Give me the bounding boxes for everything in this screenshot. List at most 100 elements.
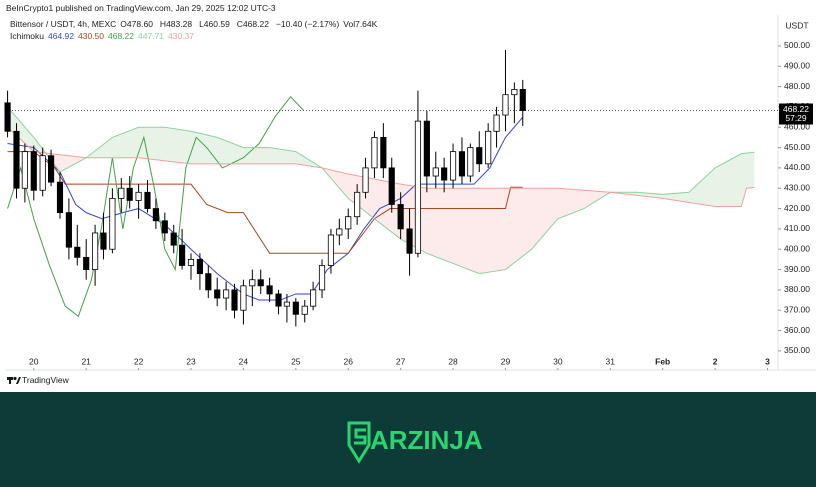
y-tick-label: 470.00: [784, 101, 810, 111]
x-tick-label: 25: [291, 356, 301, 366]
candle-body: [397, 204, 404, 230]
symbol-legend: Bittensor / USDT, 4h, MEXC O478.60 H483.28…: [10, 19, 385, 29]
y-tick-label: 480.00: [784, 81, 810, 91]
ohlc-value: 478.60: [126, 19, 153, 29]
candle-body: [432, 167, 439, 177]
x-tick-label: 29: [501, 356, 511, 366]
candle-body: [301, 305, 308, 315]
change: −10.40 (−2.17%): [275, 19, 340, 29]
volume: Vol7.64K: [343, 19, 381, 29]
volume-key: Vol: [343, 19, 356, 29]
x-tick-label: 27: [396, 356, 406, 366]
y-tick-label: 490.00: [784, 60, 810, 70]
ichimoku-line: [7, 95, 305, 318]
y-tick-label: 400.00: [784, 243, 810, 253]
candle-body: [406, 228, 413, 254]
ohlc-value: 460.59: [203, 19, 230, 29]
y-tick-label: 360.00: [784, 325, 810, 335]
indicator-value: 464.92: [48, 31, 75, 41]
ohlc-key: C: [236, 19, 243, 29]
y-tick-label: 430.00: [784, 182, 810, 192]
x-tick-label: 31: [606, 356, 616, 366]
ichimoku-line: [7, 151, 523, 254]
candle-body: [231, 289, 238, 311]
candle-body: [336, 228, 343, 236]
x-tick-label: 24: [239, 356, 249, 366]
candle-body: [240, 285, 247, 311]
candle-body: [126, 187, 133, 201]
candle-body: [327, 234, 335, 266]
candle-body: [161, 220, 168, 234]
x-tick-label: 3: [765, 356, 770, 366]
ohlc-key: H: [159, 19, 167, 29]
candle-body: [4, 102, 11, 132]
y-tick-label: 390.00: [784, 264, 810, 274]
candle-body: [109, 197, 116, 250]
ichimoku-line: [7, 116, 524, 301]
indicator-name: Ichimoku: [10, 31, 45, 41]
candle-body: [485, 130, 492, 165]
x-tick-label: 22: [134, 356, 144, 366]
candle-body: [283, 301, 290, 307]
indicator-value: 430.50: [78, 31, 105, 41]
candle-body: [511, 89, 518, 96]
candle-body: [423, 120, 430, 177]
candle-body: [214, 289, 221, 299]
x-tick-label: 20: [29, 356, 39, 366]
candle-body: [502, 94, 509, 116]
candle-body: [92, 232, 99, 270]
candle-body: [345, 216, 352, 230]
candle-body: [39, 155, 46, 191]
tv-name: TradingView: [22, 375, 70, 385]
candle-body: [249, 279, 256, 287]
candle-body: [83, 256, 90, 270]
symbol: Bittensor / USDT, 4h, MEXC: [10, 19, 117, 29]
y-tick-label: 500.00: [784, 40, 810, 50]
y-tick-label: 410.00: [784, 223, 810, 233]
cloud-fill-bull: [7, 106, 755, 207]
y-tick-label: 460.00: [784, 121, 810, 131]
candle-body: [179, 244, 186, 266]
x-tick-label: 30: [553, 356, 563, 366]
candle-body: [318, 265, 326, 291]
ohlc-item: C468.22: [237, 19, 273, 29]
candle-body: [493, 114, 500, 132]
candle-body: [371, 136, 378, 169]
candle-body: [476, 147, 483, 165]
y-tick-label: 370.00: [784, 304, 810, 314]
ohlc-key: L: [199, 19, 204, 29]
y-tick-label: 420.00: [784, 203, 810, 213]
last-price-label: 468.22: [783, 104, 809, 114]
x-tick-label: Feb: [655, 356, 670, 366]
indicator-value: 430.37: [168, 31, 195, 41]
candle-body: [449, 151, 457, 181]
x-tick-label: 2: [713, 356, 718, 366]
candle-body: [362, 167, 369, 193]
candle-body: [292, 301, 299, 315]
footer-logo: ARZINJA: [347, 421, 483, 464]
candle-body: [205, 273, 212, 291]
candle-body: [310, 289, 317, 307]
candle-body: [118, 187, 125, 199]
volume-value: 7.64K: [355, 19, 378, 29]
header-text: BeInCrypto1 published on TradingView.com…: [6, 3, 276, 13]
cloud-fill-bear: [7, 127, 755, 274]
candle-body: [196, 258, 203, 275]
ohlc-key: O: [120, 19, 127, 29]
y-tick-label: 350.00: [784, 345, 810, 355]
indicator-value: 447.71: [138, 31, 165, 41]
ohlc-item: H483.28: [160, 19, 196, 29]
footer-band: [0, 392, 816, 487]
candle-body: [100, 232, 107, 250]
candle-body: [458, 151, 466, 177]
tv-logo: TradingView: [7, 375, 70, 385]
ohlc-item: O478.60: [120, 19, 157, 29]
candle-body: [257, 279, 264, 287]
ohlc-item: L460.59: [199, 19, 234, 29]
candle-body: [144, 191, 151, 209]
y-tick-label: 380.00: [784, 284, 810, 294]
ichimoku-line: [7, 106, 755, 275]
candle-body: [223, 289, 230, 299]
